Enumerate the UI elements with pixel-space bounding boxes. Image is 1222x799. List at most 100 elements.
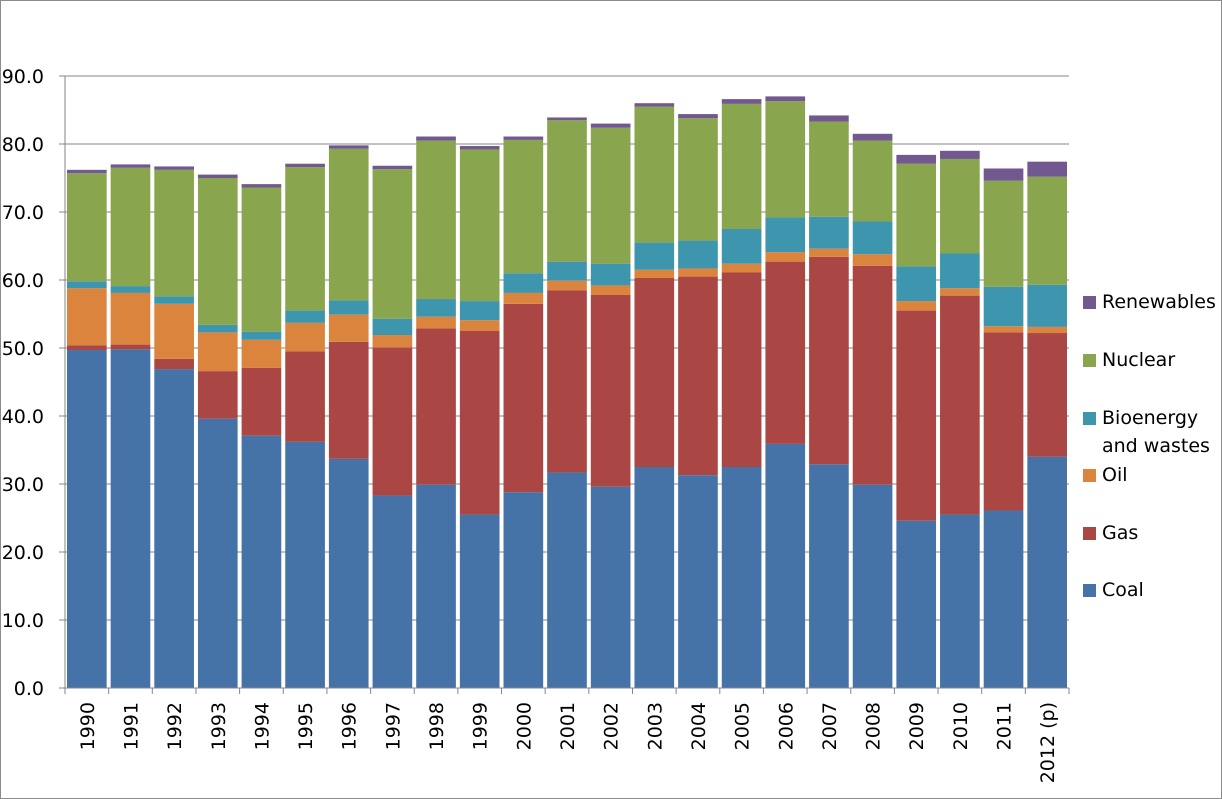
y-tick-label: 50.0 [2, 338, 44, 360]
bar-renewables-2005 [721, 99, 762, 104]
bar-bioenergy-and-wastes-2009 [896, 266, 937, 302]
x-tick-label: 2007 [819, 702, 841, 750]
bar-nuclear-2012-p [1027, 176, 1067, 285]
bar-gas-1997 [372, 347, 413, 496]
bar-renewables-1997 [372, 165, 413, 170]
bar-renewables-2001 [547, 117, 587, 121]
bar-gas-1999 [459, 331, 500, 515]
bar-bioenergy-and-wastes-1993 [197, 324, 238, 333]
bar-renewables-2000 [503, 136, 544, 140]
legend-swatch [1083, 527, 1096, 540]
bar-bioenergy-and-wastes-1997 [372, 318, 413, 336]
bar-renewables-2003 [634, 103, 675, 107]
bar-oil-2009 [896, 301, 937, 311]
y-tick-label: 60.0 [2, 270, 44, 292]
x-tick-label: 2002 [601, 702, 623, 750]
bar-oil-1999 [459, 320, 500, 331]
bar-gas-2007 [809, 256, 849, 465]
bar-nuclear-2003 [634, 106, 675, 243]
bar-coal-2002 [590, 486, 631, 688]
x-tick-label: 2000 [513, 702, 535, 750]
bar-gas-1996 [328, 341, 369, 459]
x-tick-label: 2009 [906, 702, 928, 750]
bar-gas-2008 [852, 265, 893, 485]
bar-bioenergy-and-wastes-2011 [983, 286, 1024, 327]
bar-nuclear-2004 [678, 118, 718, 241]
bar-bioenergy-and-wastes-1996 [328, 300, 369, 315]
bar-gas-1990 [67, 345, 107, 351]
axes [64, 76, 1069, 689]
bar-renewables-2008 [852, 133, 893, 141]
bar-coal-2004 [678, 475, 718, 688]
x-tick-label: 2008 [863, 702, 885, 750]
bar-bioenergy-and-wastes-1990 [67, 281, 107, 289]
bar-coal-1990 [67, 350, 107, 688]
bar-renewables-2002 [590, 123, 631, 128]
x-tick-label: 1998 [426, 702, 448, 750]
legend-swatch [1083, 584, 1096, 597]
x-tick-label: 2001 [557, 702, 579, 750]
bar-nuclear-1999 [459, 149, 500, 302]
bar-bioenergy-and-wastes-2012-p [1027, 284, 1067, 327]
legend-label: Oil [1102, 464, 1128, 486]
bar-oil-2004 [678, 268, 718, 277]
bar-coal-2005 [721, 467, 762, 688]
legend-label: Renewables [1102, 291, 1216, 313]
bar-coal-2009 [896, 520, 937, 688]
y-tick-label: 70.0 [2, 202, 44, 224]
bar-nuclear-2000 [503, 139, 544, 274]
bar-oil-1995 [285, 322, 325, 352]
bar-renewables-1990 [67, 169, 107, 174]
legend-swatch [1083, 412, 1096, 425]
x-tick-label: 2004 [688, 702, 710, 750]
bar-bioenergy-and-wastes-2004 [678, 240, 718, 269]
legend-swatch [1083, 296, 1096, 309]
y-tick-label: 30.0 [2, 474, 44, 496]
bar-bioenergy-and-wastes-1998 [416, 299, 456, 317]
bar-renewables-1994 [241, 184, 282, 188]
bar-bioenergy-and-wastes-1991 [110, 286, 151, 293]
y-tick-label: 80.0 [2, 134, 44, 156]
x-tick-label: 1994 [251, 702, 273, 750]
y-tick-label: 40.0 [2, 406, 44, 428]
y-tick-label: 90.0 [2, 66, 44, 88]
bar-nuclear-1996 [328, 148, 369, 301]
x-tick-label: 2011 [994, 702, 1016, 750]
bar-renewables-2011 [983, 168, 1024, 181]
bar-coal-2006 [765, 443, 806, 688]
bar-coal-1993 [197, 418, 238, 688]
bar-coal-2001 [547, 472, 587, 688]
x-tick-label: 2006 [775, 702, 797, 750]
bar-nuclear-2005 [721, 103, 762, 229]
bar-coal-2011 [983, 510, 1024, 688]
bar-renewables-1992 [154, 166, 194, 170]
bar-gas-2006 [765, 261, 806, 444]
x-tick-label: 1997 [382, 702, 404, 750]
bar-oil-2008 [852, 254, 893, 266]
bar-oil-1990 [67, 288, 107, 346]
bar-renewables-2006 [765, 96, 806, 102]
bar-bioenergy-and-wastes-2000 [503, 273, 544, 293]
legend-item-coal: Coal [1083, 576, 1144, 604]
bar-coal-2000 [503, 492, 544, 688]
bar-gas-2000 [503, 303, 544, 493]
x-tick-label: 1999 [470, 702, 492, 750]
bar-oil-2003 [634, 269, 675, 278]
bar-bioenergy-and-wastes-1999 [459, 301, 500, 321]
bar-gas-2009 [896, 310, 937, 521]
y-tick-label: 10.0 [2, 610, 44, 632]
bar-coal-1995 [285, 441, 325, 688]
bar-bioenergy-and-wastes-2003 [634, 242, 675, 270]
bar-gas-2012-p [1027, 333, 1067, 457]
bar-oil-2007 [809, 248, 849, 257]
bar-gas-2004 [678, 276, 718, 476]
bar-coal-2012-p [1027, 456, 1067, 688]
bar-oil-2001 [547, 280, 587, 291]
bar-nuclear-1992 [154, 169, 194, 297]
bar-nuclear-2002 [590, 127, 631, 264]
y-axis-ticks: 0.0 10.0 20.0 30.0 40.0 50.0 60.0 70.0 80.0 90.0 [2, 66, 65, 700]
bar-renewables-1991 [110, 164, 151, 168]
bar-oil-1991 [110, 292, 151, 345]
bar-oil-1997 [372, 335, 413, 348]
